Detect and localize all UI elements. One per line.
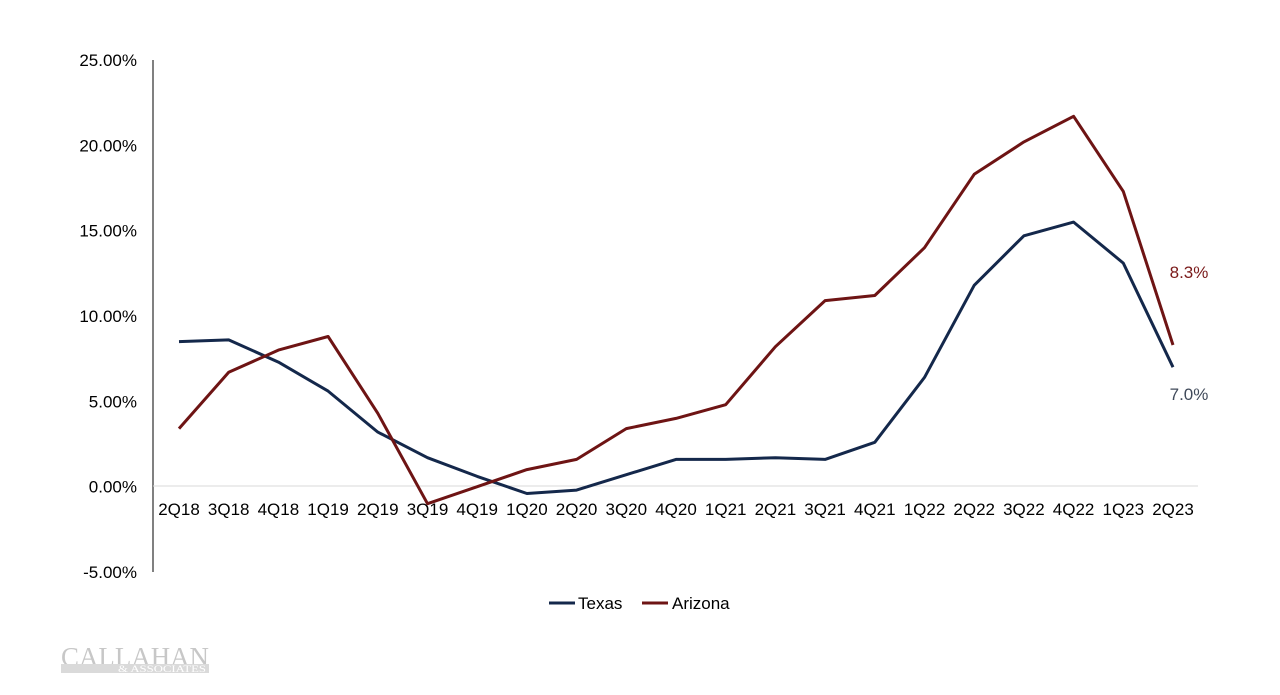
x-tick-label: 2Q20 [556,500,598,519]
x-tick-labels: 2Q18 3Q18 4Q18 1Q19 2Q19 3Q19 4Q19 1Q20 2Q20 3Q20… [158,500,1194,519]
x-tick-label: 4Q22 [1053,500,1095,519]
x-tick-label: 1Q22 [904,500,946,519]
x-tick-label: 1Q23 [1103,500,1145,519]
x-tick-label: 4Q18 [258,500,300,519]
legend-label-arizona: Arizona [672,594,730,613]
y-tick-label: 20.00% [79,136,137,155]
legend: Texas Arizona [549,594,730,613]
legend-item-arizona: Arizona [642,594,730,613]
x-tick-label: 2Q23 [1152,500,1194,519]
y-tick-label: 25.00% [79,51,137,70]
x-tick-label: 3Q18 [208,500,250,519]
series-lines [177,114,1175,506]
x-tick-label: 4Q21 [854,500,896,519]
end-label-arizona: 8.3% [1170,263,1209,282]
y-tick-label: 5.00% [89,392,137,411]
y-tick-labels: 25.00% 20.00% 15.00% 10.00% 5.00% 0.00% -5.00% [79,51,137,582]
series-end-labels: 7.0% 8.3% [1170,263,1209,404]
series-line-texas [178,220,1175,495]
y-tick-label: 10.00% [79,307,137,326]
logo-bar [61,664,209,673]
x-tick-label: 4Q20 [655,500,697,519]
x-tick-label: 2Q21 [755,500,797,519]
series-line-arizona [177,114,1175,506]
x-tick-label: 4Q19 [456,500,498,519]
x-tick-label: 2Q22 [953,500,995,519]
legend-item-texas: Texas [549,594,622,613]
x-tick-label: 3Q21 [804,500,846,519]
x-tick-label: 1Q19 [307,500,349,519]
y-tick-label: 15.00% [79,222,137,241]
x-tick-label: 3Q22 [1003,500,1045,519]
logo-sub: & ASSOCIATES [118,664,206,674]
x-tick-label: 3Q20 [606,500,648,519]
y-tick-label: -5.00% [83,563,137,582]
x-tick-label: 3Q19 [407,500,449,519]
x-tick-label: 2Q18 [158,500,200,519]
legend-label-texas: Texas [578,594,622,613]
callahan-logo: CALLAHAN & ASSOCIATES [61,642,209,674]
end-label-texas: 7.0% [1170,385,1209,404]
x-tick-label: 1Q20 [506,500,548,519]
y-tick-label: 0.00% [89,478,137,497]
x-tick-label: 1Q21 [705,500,747,519]
x-tick-label: 2Q19 [357,500,399,519]
